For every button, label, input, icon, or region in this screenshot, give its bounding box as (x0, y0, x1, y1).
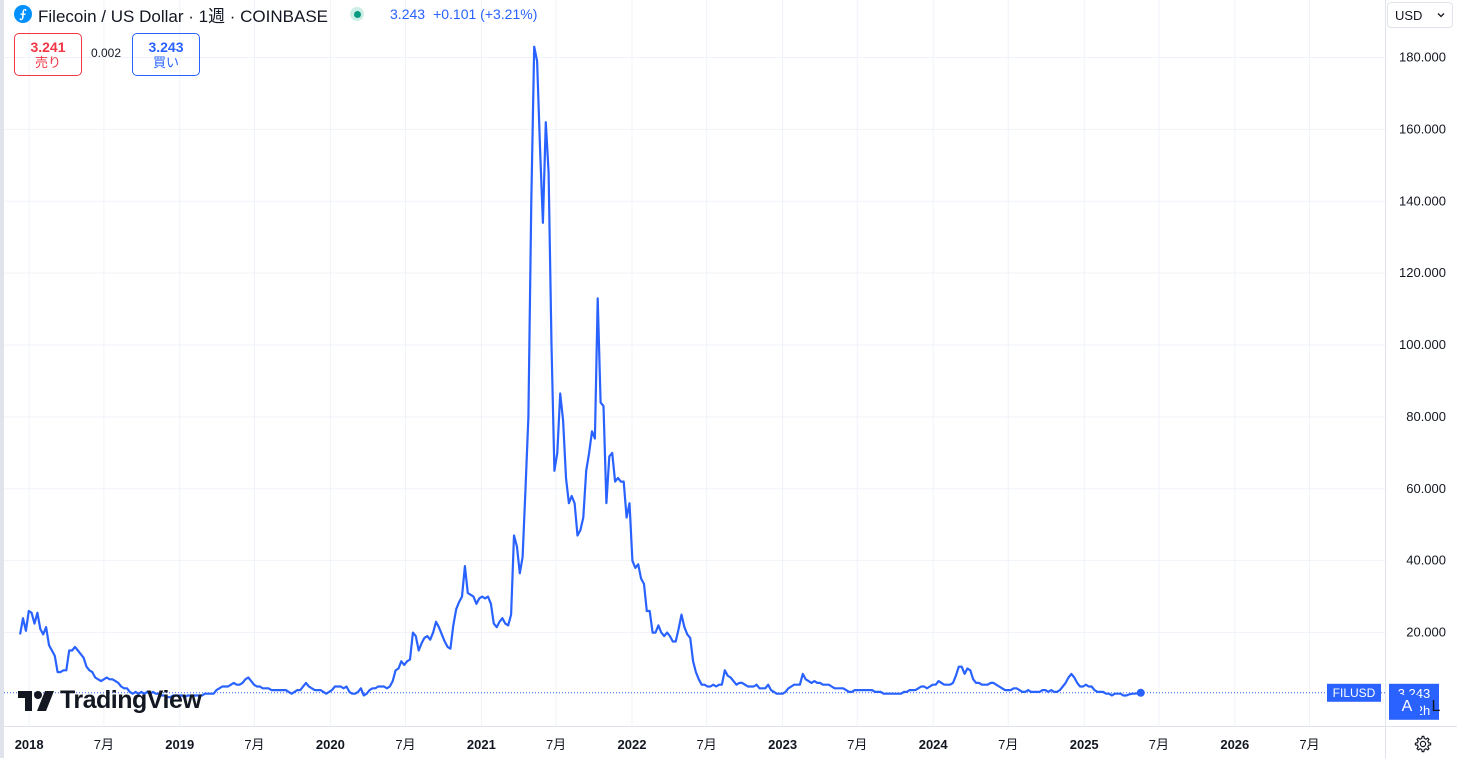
y-tick-label: 100.000 (1399, 337, 1446, 352)
buy-button[interactable]: 3.243 買い (132, 33, 200, 76)
x-tick-label: 7月 (395, 737, 415, 752)
buy-price: 3.243 (148, 39, 184, 55)
x-tick-label: 2026 (1220, 737, 1249, 752)
x-tick-label: 2022 (618, 737, 647, 752)
currency-select[interactable]: USD (1387, 2, 1453, 28)
symbol-tag: FILUSD (1333, 686, 1376, 700)
x-tick-label: 7月 (94, 737, 114, 752)
series-layer (19, 45, 1141, 699)
header-price: 3.243 (390, 6, 426, 22)
sell-price: 3.241 (30, 39, 66, 55)
x-tick-label: 2020 (316, 737, 345, 752)
y-tick-label: 40.000 (1406, 553, 1446, 568)
y-tick-label: 180.000 (1399, 50, 1446, 65)
y-tick-label: 20.000 (1406, 625, 1446, 640)
sell-button[interactable]: 3.241 売り (14, 33, 82, 76)
header-change: +0.101 (+3.21%) (433, 6, 538, 22)
y-tick-label: 160.000 (1399, 121, 1446, 136)
tradingview-logo[interactable]: TradingView (18, 686, 202, 715)
x-tick-label: 2021 (467, 737, 496, 752)
filecoin-icon: ⨍ (14, 5, 32, 23)
symbol-header: ⨍ Filecoin / US Dollar · 1週 · COINBASE 3… (14, 3, 538, 26)
x-tick-label: 7月 (847, 737, 867, 752)
x-tick-label: 7月 (546, 737, 566, 752)
x-tick-label: 7月 (697, 737, 717, 752)
x-tick-label: 2024 (919, 737, 949, 752)
tradingview-icon (18, 690, 54, 711)
x-axis: 2018 7月 2019 7月 2020 7月 2021 7月 2022 7月 2023 7月 2024… (15, 737, 1320, 752)
y-tick-label: 120.000 (1399, 265, 1446, 280)
price-scale-separator (1385, 0, 1386, 758)
left-edge (0, 0, 4, 758)
x-tick-label: 7月 (1149, 737, 1169, 752)
x-tick-label: 7月 (1299, 737, 1319, 752)
y-axis: 20.000 40.000 60.000 80.000 100.000 120.000 14… (1399, 50, 1446, 640)
tradingview-wordmark: TradingView (60, 686, 202, 714)
sell-label: 売り (34, 55, 61, 70)
log-scale-button[interactable]: L (1431, 698, 1441, 715)
spread-value: 0.002 (91, 46, 122, 60)
x-tick-label: 7月 (998, 737, 1018, 752)
symbol-title[interactable]: Filecoin / US Dollar · 1週 · COINBASE (38, 6, 329, 26)
buy-label: 買い (152, 55, 179, 70)
gear-icon[interactable] (1413, 734, 1433, 754)
last-point-marker (1136, 688, 1145, 697)
x-tick-label: 2025 (1070, 737, 1099, 752)
x-tick-label: 2018 (15, 737, 44, 752)
time-scale-separator (0, 726, 1457, 727)
symbol-tag-bg (1327, 683, 1381, 702)
y-tick-label: 140.000 (1399, 193, 1446, 208)
x-tick-label: 2023 (768, 737, 797, 752)
chart-grid (4, 0, 1385, 726)
x-tick-label: 2019 (165, 737, 194, 752)
y-tick-label: 60.000 (1406, 481, 1446, 496)
y-tick-label: 80.000 (1406, 409, 1446, 424)
auto-scale-button[interactable]: A (1394, 695, 1420, 719)
market-status-icon[interactable] (350, 7, 365, 21)
price-line (19, 45, 1141, 699)
currency-value: USD (1395, 7, 1423, 23)
chevron-down-icon (1437, 13, 1445, 18)
x-tick-label: 7月 (244, 737, 264, 752)
